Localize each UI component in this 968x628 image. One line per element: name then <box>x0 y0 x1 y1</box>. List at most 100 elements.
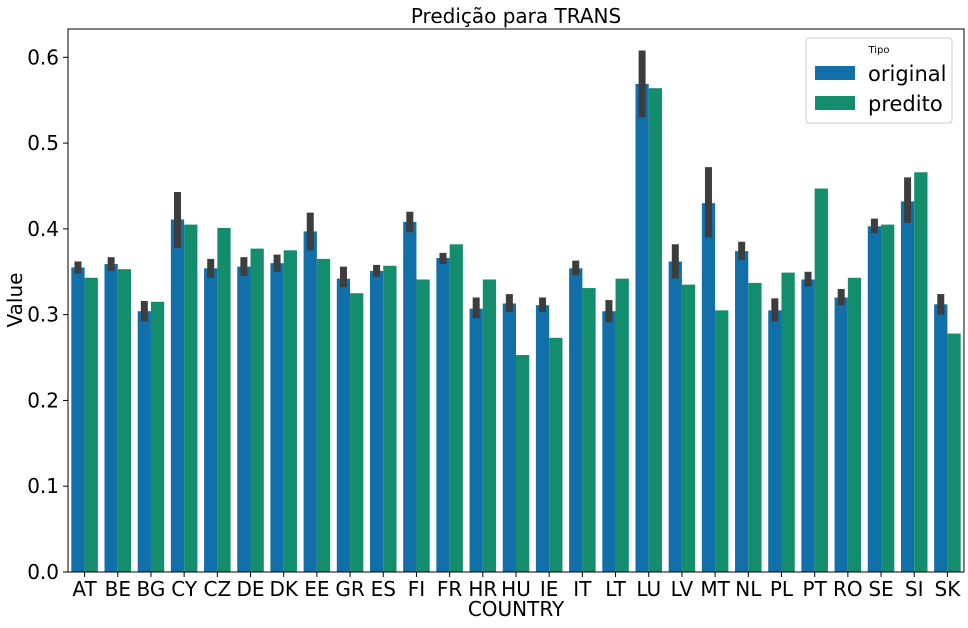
x-tick-label-DE: DE <box>236 577 264 601</box>
x-axis-ticks: AT BE BG CY CZ DE DK EE GR ES FI FR HR HU IE IT LT LU LV MT… <box>72 572 961 601</box>
bar-predito-LV <box>681 284 696 572</box>
bar-original-MT <box>701 203 716 572</box>
y-tick-label-0.3: 0.3 <box>27 303 59 327</box>
bar-predito-AT <box>84 277 98 572</box>
x-tick-label-NL: NL <box>735 577 762 601</box>
x-tick-label-EE: EE <box>304 577 329 601</box>
bar-original-EE <box>303 231 317 572</box>
bar-original-DK <box>270 263 284 572</box>
bar-predito-GR <box>350 293 364 572</box>
bar-original-PT <box>801 279 815 572</box>
bar-original-NL <box>735 251 749 572</box>
x-tick-label-DK: DK <box>269 577 298 601</box>
x-tick-label-HR: HR <box>468 577 497 601</box>
bar-original-BE <box>104 264 118 572</box>
y-tick-label-0.4: 0.4 <box>27 217 59 241</box>
bar-predito-DE <box>250 248 264 572</box>
x-tick-label-IE: IE <box>540 577 559 601</box>
x-tick-label-AT: AT <box>72 577 97 601</box>
x-tick-label-GR: GR <box>335 577 364 601</box>
x-tick-label-SI: SI <box>905 577 924 601</box>
bar-original-CY <box>170 219 185 572</box>
x-tick-label-FI: FI <box>408 577 425 601</box>
bar-predito-DK <box>283 250 297 572</box>
x-tick-label-BG: BG <box>137 577 166 601</box>
bar-original-FI <box>403 222 417 572</box>
bar-original-IT <box>569 268 583 572</box>
x-tick-label-LT: LT <box>605 577 626 601</box>
bar-original-HR <box>469 308 483 572</box>
bar-original-LT <box>602 311 616 572</box>
y-tick-label-0.2: 0.2 <box>27 388 59 412</box>
x-tick-label-MT: MT <box>700 577 730 601</box>
bar-predito-IT <box>582 288 596 572</box>
bar-original-HU <box>502 303 516 572</box>
bar-predito-CY <box>184 224 198 572</box>
bar-predito-PL <box>781 272 795 572</box>
x-tick-label-PT: PT <box>803 577 828 601</box>
y-tick-label-0.1: 0.1 <box>27 474 59 498</box>
x-tick-label-HU: HU <box>501 577 531 601</box>
bar-original-ES <box>369 270 384 572</box>
bar-predito-RO <box>847 277 862 572</box>
x-tick-label-ES: ES <box>371 577 396 601</box>
legend-swatch-predito <box>815 96 855 110</box>
y-axis-label: Value <box>3 273 27 328</box>
x-tick-label-SK: SK <box>935 577 962 601</box>
bar-original-IE <box>535 305 550 572</box>
x-tick-label-IT: IT <box>573 577 592 601</box>
bar-original-SK <box>934 304 948 572</box>
x-tick-label-LV: LV <box>671 577 694 601</box>
y-tick-label-0.6: 0.6 <box>27 45 59 69</box>
bar-original-BG <box>137 311 151 572</box>
bar-predito-HR <box>482 279 497 572</box>
bar-predito-FI <box>416 279 430 572</box>
bar-original-LV <box>668 261 682 572</box>
bar-original-PL <box>768 310 782 572</box>
bar-original-DE <box>237 266 251 572</box>
legend-label-original: original <box>868 62 947 86</box>
x-axis-label: COUNTRY <box>468 597 565 621</box>
bar-original-LU <box>635 83 649 573</box>
bar-original-FR <box>436 258 450 572</box>
bar-predito-CZ <box>217 228 231 572</box>
x-tick-label-SE: SE <box>868 577 893 601</box>
bar-predito-FR <box>449 244 463 572</box>
bar-original-RO <box>834 297 848 572</box>
chart-title: Predição para TRANS <box>411 4 621 28</box>
bar-predito-LT <box>615 278 629 572</box>
bar-original-SI <box>900 201 915 573</box>
bar-original-SE <box>867 226 882 573</box>
bar-predito-SK <box>947 333 961 572</box>
x-tick-label-RO: RO <box>833 577 863 601</box>
bar-original-GR <box>336 278 351 572</box>
bar-predito-EE <box>316 258 331 572</box>
legend-title: Tipo <box>867 45 889 56</box>
x-tick-label-PL: PL <box>770 577 794 601</box>
x-tick-label-CZ: CZ <box>203 577 231 601</box>
y-tick-label-0.5: 0.5 <box>27 131 59 155</box>
legend-swatch-original <box>815 66 855 80</box>
legend-label-predito: predito <box>868 92 943 116</box>
error-bars-layer <box>74 50 945 323</box>
x-tick-label-LU: LU <box>636 577 661 601</box>
bar-original-CZ <box>204 268 218 572</box>
bar-predito-LU <box>648 88 663 572</box>
x-tick-label-BE: BE <box>105 577 131 601</box>
bar-predito-IE <box>549 337 563 572</box>
y-axis-ticks: 0.0 0.1 0.2 0.3 0.4 0.5 0.6 <box>27 45 68 584</box>
bar-predito-BG <box>150 301 165 572</box>
legend: Tipo original predito <box>805 37 953 124</box>
bar-predito-BE <box>117 269 132 572</box>
bar-predito-MT <box>715 310 729 572</box>
y-tick-label-0.0: 0.0 <box>27 560 59 584</box>
bar-predito-ES <box>383 265 397 572</box>
bar-predito-SE <box>881 224 895 572</box>
x-tick-label-FR: FR <box>437 577 463 601</box>
bar-predito-NL <box>748 282 762 572</box>
bar-predito-HU <box>516 354 530 572</box>
x-tick-label-CY: CY <box>171 577 198 601</box>
bar-predito-SI <box>914 172 928 572</box>
bar-original-AT <box>71 267 85 572</box>
